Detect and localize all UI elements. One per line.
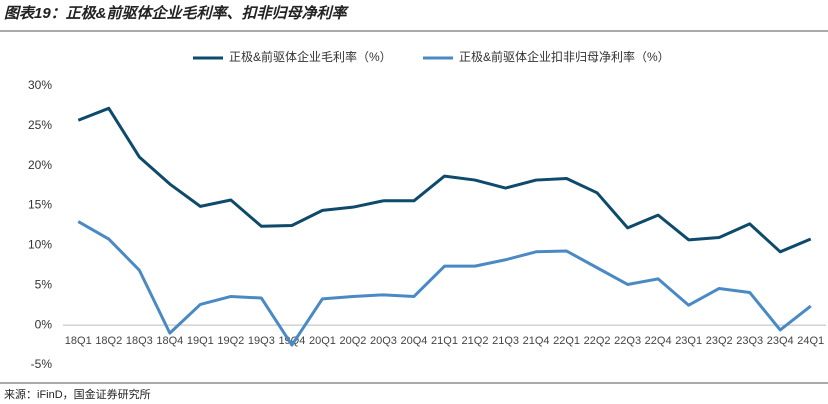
y-tick-label: 25% <box>28 118 52 132</box>
x-tick-label: 19Q1 <box>187 335 214 347</box>
x-tick-label: 20Q2 <box>339 335 366 347</box>
x-tick-label: 18Q2 <box>95 335 122 347</box>
y-tick-label: 20% <box>28 158 52 172</box>
x-tick-label: 23Q3 <box>736 335 763 347</box>
x-tick-label: 19Q4 <box>278 335 305 347</box>
x-tick-label: 24Q1 <box>797 335 824 347</box>
x-tick-label: 20Q3 <box>370 335 397 347</box>
x-tick-label: 19Q3 <box>248 335 275 347</box>
x-tick-label: 22Q2 <box>584 335 611 347</box>
chart-title: 图表19：正极&前驱体企业毛利率、扣非归母净利率 <box>4 4 350 22</box>
x-tick-label: 19Q2 <box>217 335 244 347</box>
y-tick-label: -5% <box>31 357 53 371</box>
x-tick-label: 18Q3 <box>126 335 153 347</box>
x-tick-label: 18Q1 <box>65 335 92 347</box>
y-tick-label: 0% <box>35 317 53 331</box>
x-tick-label: 20Q1 <box>309 335 336 347</box>
x-tick-label: 22Q1 <box>553 335 580 347</box>
x-tick-label: 21Q2 <box>462 335 489 347</box>
x-tick-label: 23Q1 <box>675 335 702 347</box>
x-tick-label: 22Q3 <box>614 335 641 347</box>
y-tick-label: 30% <box>28 78 52 92</box>
y-tick-label: 15% <box>28 198 52 212</box>
x-tick-label: 21Q1 <box>431 335 458 347</box>
x-tick-label: 22Q4 <box>645 335 672 347</box>
series-line <box>77 220 812 347</box>
legend-label: 正极&前驱体企业毛利率（%） <box>229 49 392 64</box>
x-tick-label: 20Q4 <box>401 335 428 347</box>
x-tick-label: 23Q4 <box>767 335 794 347</box>
y-tick-label: 5% <box>35 277 53 291</box>
x-tick-label: 18Q4 <box>156 335 183 347</box>
series-line <box>77 106 812 254</box>
legend-label: 正极&前驱体企业扣非归母净利率（%） <box>459 49 670 64</box>
x-tick-label: 21Q4 <box>523 335 550 347</box>
y-tick-label: 10% <box>28 238 52 252</box>
x-tick-label: 21Q3 <box>492 335 519 347</box>
x-tick-label: 23Q2 <box>706 335 733 347</box>
source: 来源：iFinD，国金证券研究所 <box>4 387 151 401</box>
